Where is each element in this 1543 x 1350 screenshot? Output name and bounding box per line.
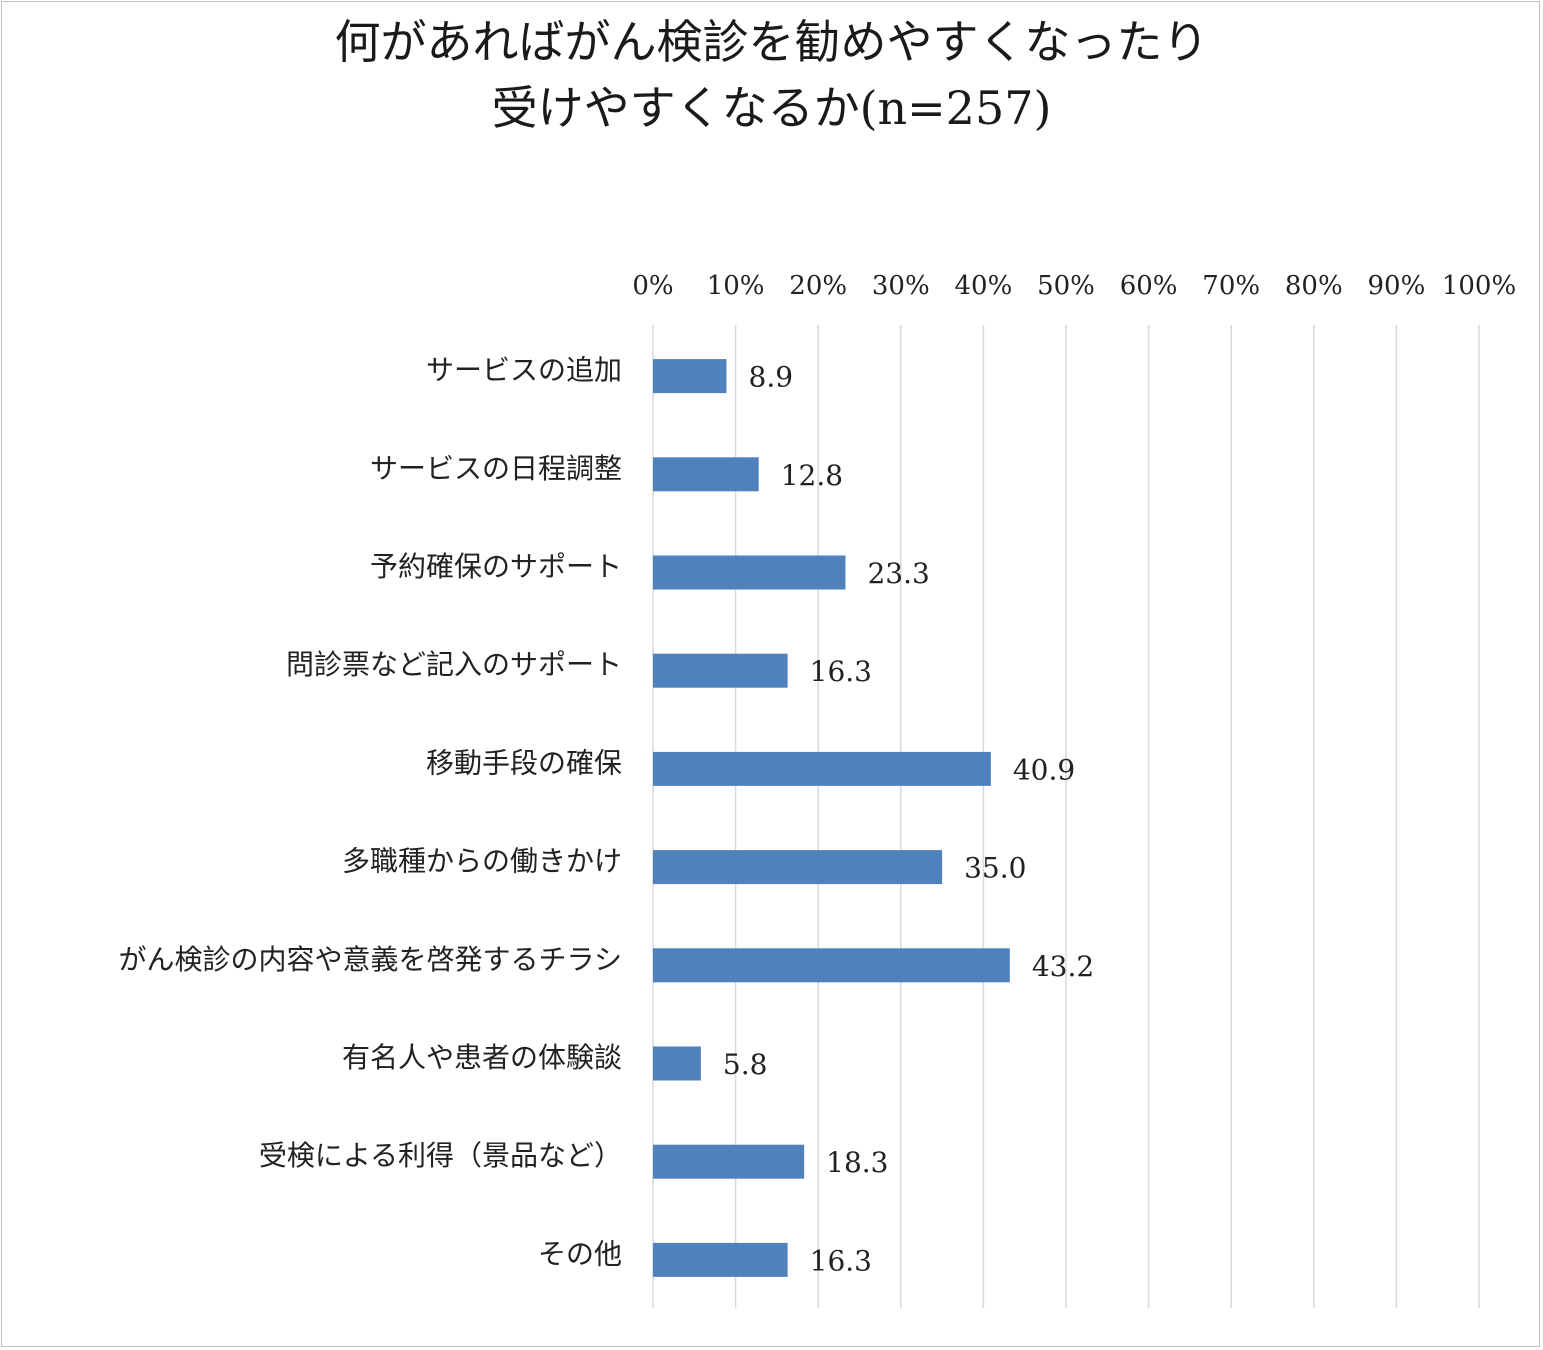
data-label-3: 16.3 — [810, 655, 872, 688]
category-label-0: サービスの追加 — [426, 354, 622, 387]
data-label-1: 12.8 — [781, 459, 843, 492]
category-label-6: がん検診の内容や意義を啓発するチラシ — [119, 943, 622, 976]
data-label-6: 43.2 — [1032, 950, 1094, 983]
x-tick-label-60: 60% — [1120, 271, 1178, 301]
data-label-9: 16.3 — [810, 1244, 872, 1277]
x-tick-label-50: 50% — [1037, 271, 1095, 301]
bar-8 — [653, 1144, 805, 1179]
bar-3 — [653, 653, 788, 688]
category-label-7: 有名人や患者の体験談 — [342, 1041, 622, 1074]
category-label-9: その他 — [538, 1237, 622, 1270]
category-label-4: 移動手段の確保 — [426, 746, 622, 779]
bar-7 — [653, 1046, 701, 1081]
chart-title-line-2: 受けやすくなるか(n=257) — [491, 81, 1052, 135]
chart-title-line-1: 何があればがん検診を勧めやすくなったり — [334, 15, 1209, 69]
data-label-5: 35.0 — [964, 852, 1026, 885]
bar-2 — [653, 555, 846, 590]
x-tick-label-40: 40% — [955, 271, 1013, 301]
data-label-0: 8.9 — [749, 361, 794, 394]
bar-6 — [653, 948, 1010, 983]
category-label-8: 受検による利得（景品など） — [259, 1139, 622, 1172]
x-tick-label-20: 20% — [789, 271, 847, 301]
category-label-5: 多職種からの働きかけ — [342, 845, 622, 878]
x-tick-label-90: 90% — [1368, 271, 1426, 301]
x-tick-label-80: 80% — [1285, 271, 1343, 301]
bar-5 — [653, 850, 943, 885]
data-label-7: 5.8 — [723, 1048, 768, 1081]
bar-1 — [653, 457, 759, 492]
x-tick-label-70: 70% — [1202, 271, 1260, 301]
x-tick-label-10: 10% — [707, 271, 765, 301]
x-tick-label-100: 100% — [1442, 271, 1516, 301]
x-tick-label-30: 30% — [872, 271, 930, 301]
bar-9 — [653, 1242, 788, 1277]
category-label-1: サービスの日程調整 — [370, 452, 622, 485]
data-label-4: 40.9 — [1013, 753, 1075, 786]
bar-4 — [653, 751, 991, 786]
data-label-2: 23.3 — [867, 557, 929, 590]
category-label-2: 予約確保のサポート — [370, 550, 622, 583]
bar-0 — [653, 359, 727, 394]
category-label-3: 問診票など記入のサポート — [286, 648, 622, 681]
data-label-8: 18.3 — [826, 1146, 888, 1179]
x-tick-label-0: 0% — [632, 271, 673, 301]
